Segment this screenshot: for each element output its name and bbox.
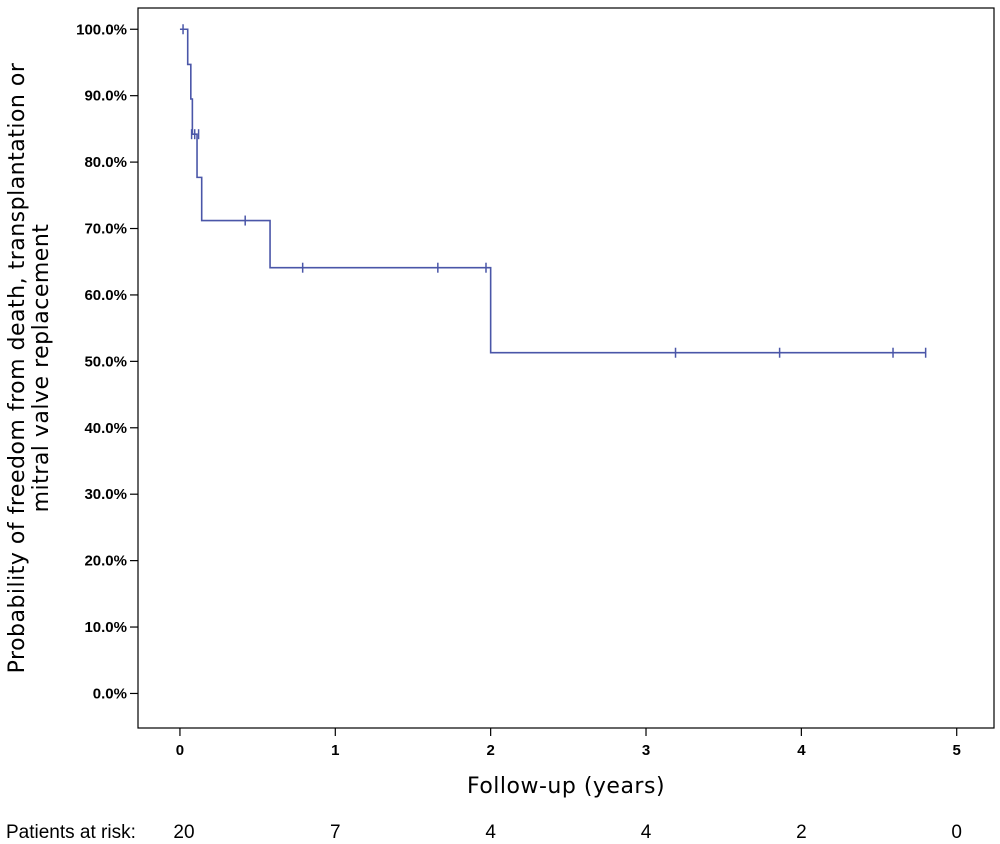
y-tick-label-1: 10.0% — [84, 619, 127, 636]
risk-count-0: 20 — [173, 822, 194, 843]
x-tick-label-0: 0 — [176, 742, 184, 759]
risk-count-3: 4 — [641, 822, 652, 843]
y-tick-label-9: 90.0% — [84, 88, 127, 105]
y-tick-label-7: 70.0% — [84, 221, 127, 238]
plot-frame — [137, 7, 995, 729]
risk-table-label: Patients at risk: — [6, 822, 136, 843]
y-axis-title-line-2: mitral valve replacement — [29, 224, 54, 513]
risk-count-1: 7 — [330, 822, 341, 843]
y-tick-label-3: 30.0% — [84, 486, 127, 503]
x-tick-label-2: 2 — [486, 742, 494, 759]
y-tick-label-10: 100.0% — [76, 21, 127, 38]
x-tick-label-1: 1 — [331, 742, 339, 759]
risk-count-2: 4 — [485, 822, 496, 843]
survival-line-0 — [179, 28, 926, 354]
y-axis-title-line-1: Probability of freedom from death, trans… — [5, 62, 30, 673]
x-tick-label-5: 5 — [953, 742, 961, 759]
risk-count-5: 0 — [951, 822, 962, 843]
x-axis-title: Follow-up (years) — [467, 774, 665, 799]
x-tick-label-3: 3 — [642, 742, 650, 759]
censor-marks — [182, 24, 927, 358]
risk-count-4: 2 — [796, 822, 807, 843]
x-tick-label-4: 4 — [797, 742, 806, 759]
y-tick-label-0: 0.0% — [93, 685, 127, 702]
x-axis: 0 1 2 3 4 5 — [176, 728, 961, 759]
y-tick-label-8: 80.0% — [84, 154, 127, 171]
y-axis: 0.0% 10.0% 20.0% 30.0% 40.0% 50.0% 60.0% 70.0% 8… — [76, 21, 138, 702]
y-axis-title: Probability of freedom from death, trans… — [5, 62, 54, 673]
y-tick-label-6: 60.0% — [84, 287, 127, 304]
y-tick-label-2: 20.0% — [84, 553, 127, 570]
y-tick-label-4: 40.0% — [84, 420, 127, 437]
risk-table: Patients at risk: 20 7 4 4 2 0 — [6, 822, 962, 843]
survival-curve — [179, 28, 926, 354]
y-tick-label-5: 50.0% — [84, 353, 127, 370]
